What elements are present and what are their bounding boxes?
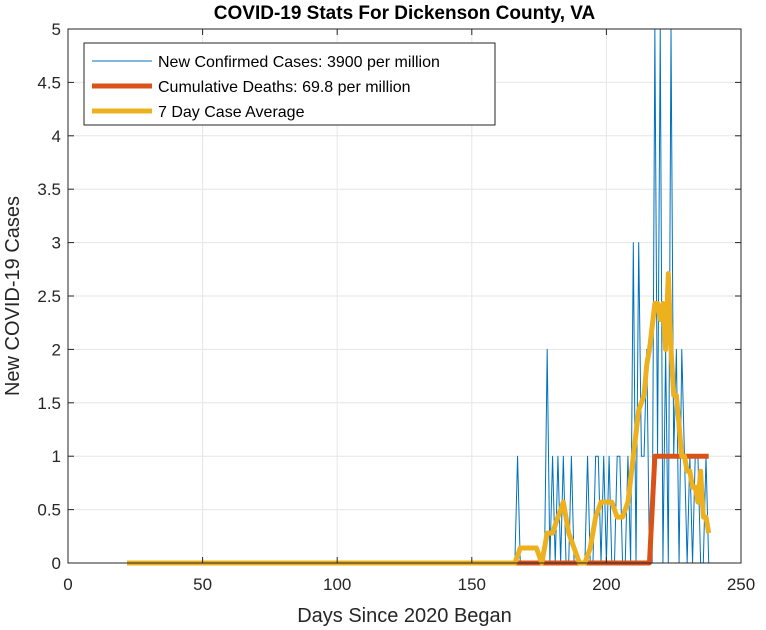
y-tick-label: 2.5 [37,287,61,306]
x-axis-label: Days Since 2020 Began [297,605,512,627]
y-tick-label: 3 [52,234,61,253]
y-tick-label: 3.5 [37,180,61,199]
legend-label-new-cases: New Confirmed Cases: 3900 per million [158,54,440,71]
ticks [67,28,742,564]
y-tick-label: 1 [52,447,61,466]
legend-label-cumulative-deaths: Cumulative Deaths: 69.8 per million [158,79,411,96]
x-tick-label: 150 [458,575,486,594]
x-tick-label: 0 [63,575,72,594]
y-axis-label: New COVID-19 Cases [2,196,24,396]
y-tick-label: 1.5 [37,394,61,413]
y-tick-label: 5 [52,20,61,39]
legend: New Confirmed Cases: 3900 per million Cu… [83,42,496,126]
y-tick-label: 0 [52,554,61,573]
x-tick-label: 200 [592,575,620,594]
y-tick-label: 2 [52,340,61,359]
y-tick-label: 4.5 [37,73,61,92]
legend-box [83,42,496,126]
y-tick-label: 0.5 [37,501,61,520]
series-7-day-average [127,271,712,566]
x-tick-label: 50 [193,575,212,594]
legend-label-7-day-average: 7 Day Case Average [158,104,305,121]
x-tick-label: 100 [323,575,351,594]
tick-labels: 0 50 100 150 200 250 0 0.5 1 1.5 2 2.5 3 3.5 4 4.5 5 [37,20,755,594]
y-tick-label: 4 [52,127,61,146]
chart-title: COVID-19 Stats For Dickenson County, VA [214,3,596,24]
x-tick-label: 250 [727,575,755,594]
